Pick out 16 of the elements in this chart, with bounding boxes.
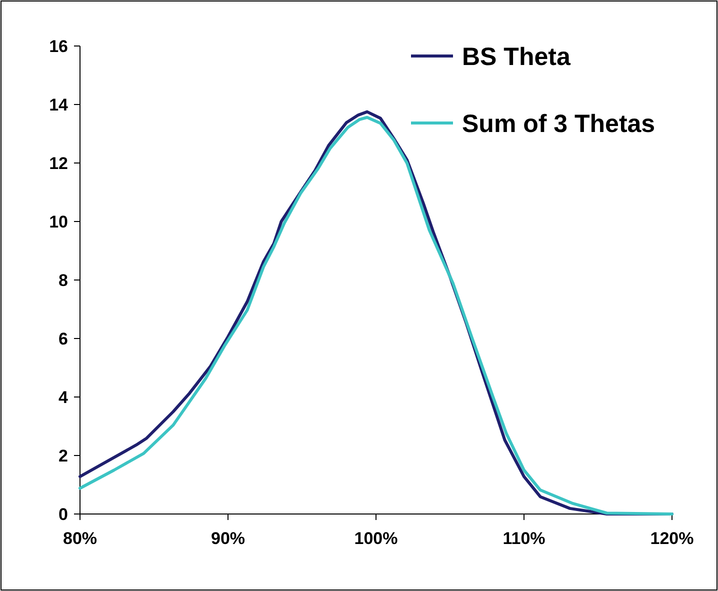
y-tick-label: 2 bbox=[58, 446, 68, 466]
legend-label: Sum of 3 Thetas bbox=[462, 110, 656, 138]
legend-label: BS Theta bbox=[462, 42, 572, 71]
y-tick-label: 10 bbox=[49, 212, 68, 232]
x-tick-label: 80% bbox=[62, 529, 98, 548]
y-tick-label: 0 bbox=[58, 504, 68, 524]
y-tick-label: 4 bbox=[58, 388, 69, 407]
y-tick-label: 16 bbox=[49, 36, 68, 56]
x-tick-label: 120% bbox=[650, 529, 694, 548]
y-tick-label: 12 bbox=[49, 154, 68, 173]
x-tick-label: 90% bbox=[210, 529, 246, 548]
y-tick-label: 6 bbox=[58, 329, 68, 348]
x-tick-label: 110% bbox=[502, 529, 546, 548]
x-tick-label: 100% bbox=[354, 529, 398, 548]
y-tick-label: 8 bbox=[58, 270, 68, 290]
y-tick-label: 14 bbox=[49, 95, 69, 114]
